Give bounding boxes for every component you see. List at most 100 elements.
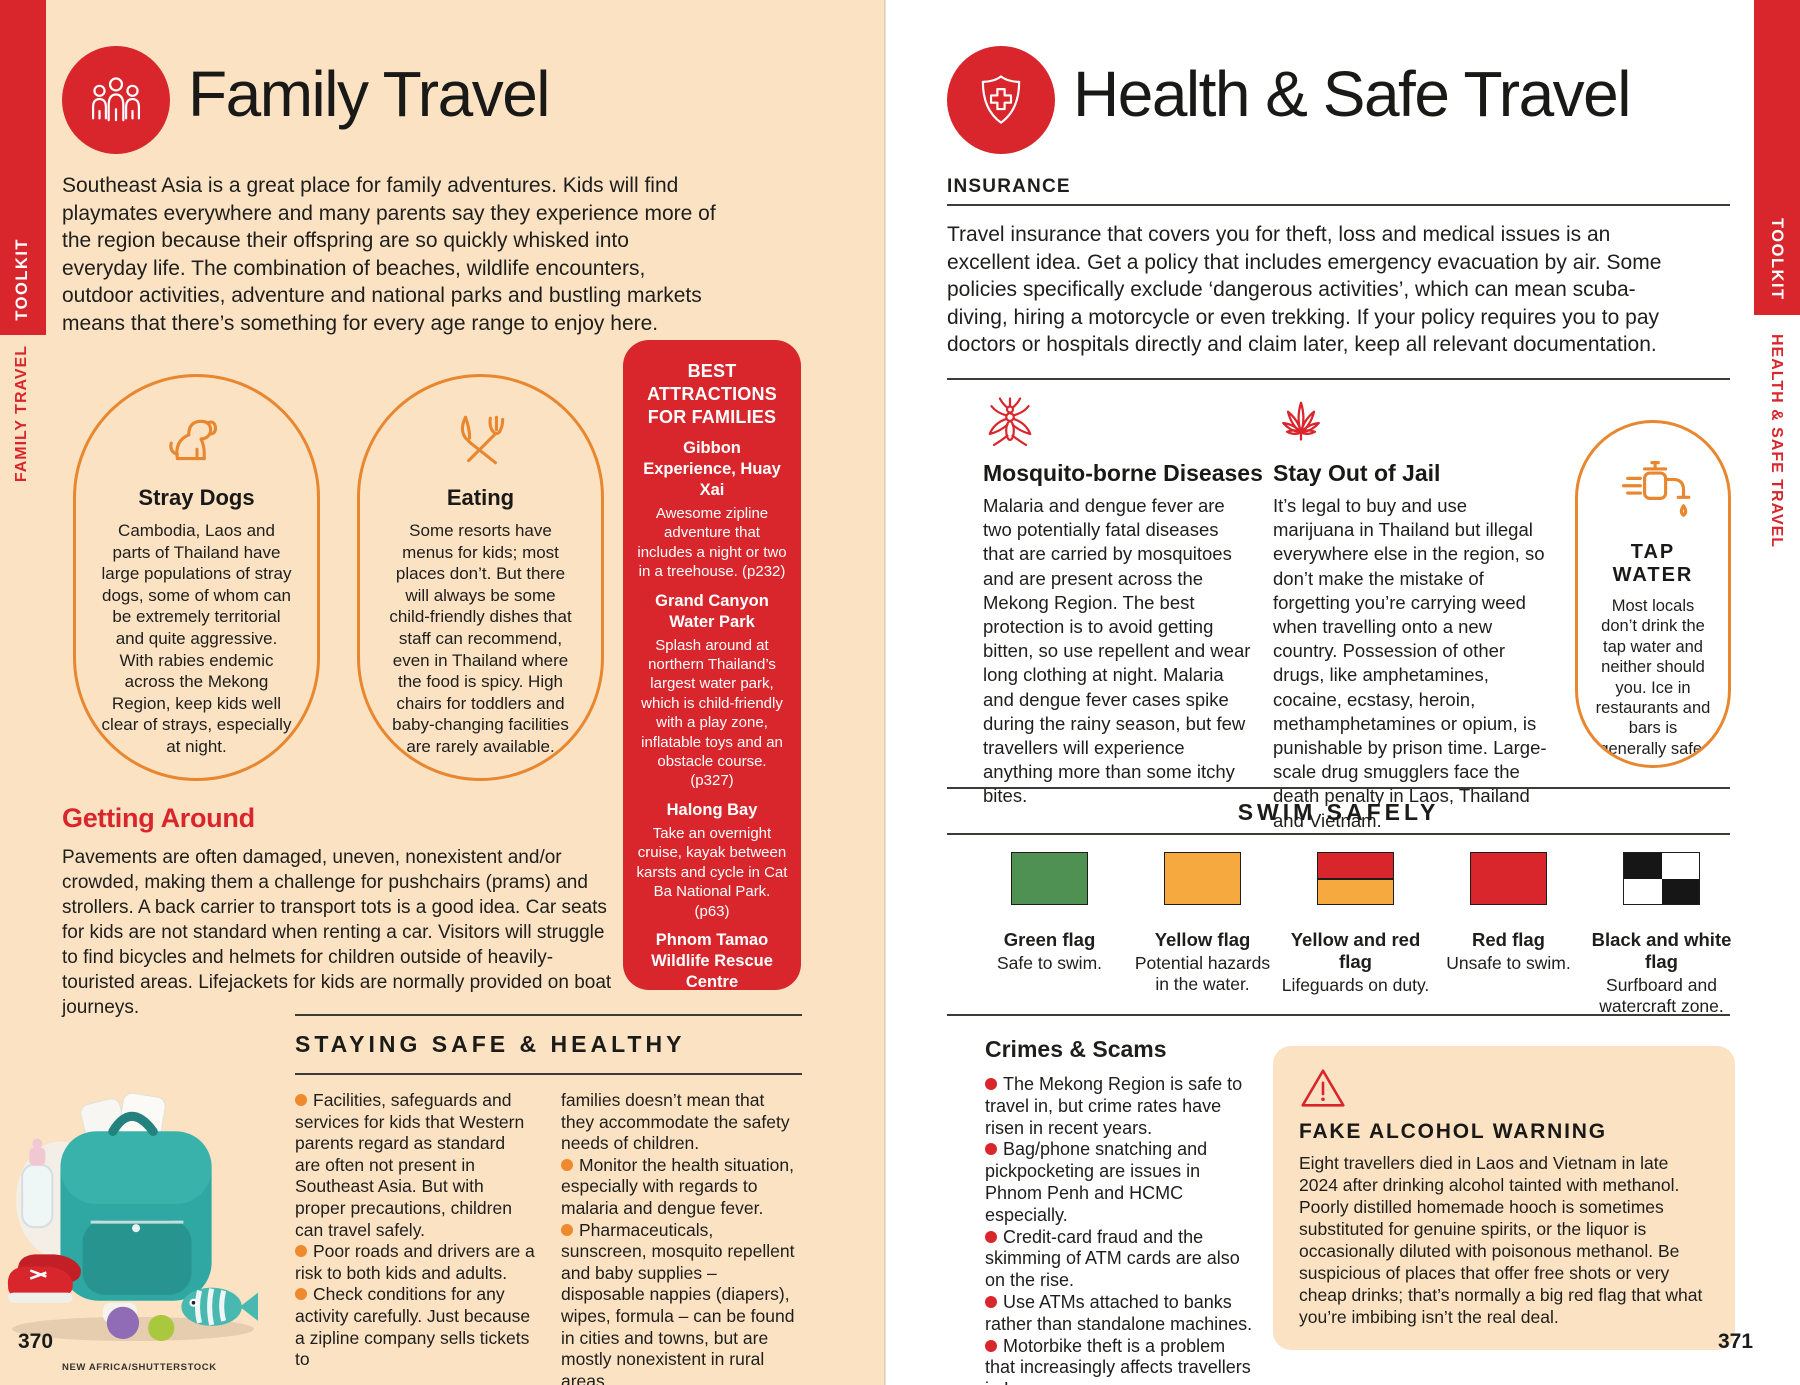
- card-body-eating: Some resorts have menus for kids; most p…: [389, 521, 572, 756]
- bullet-text: The Mekong Region is safe to travel in, …: [985, 1074, 1243, 1138]
- list-item: Poor roads and drivers are a risk to bot…: [295, 1241, 535, 1284]
- mosquito-body: Malaria and dengue fever are two potenti…: [983, 495, 1251, 807]
- page-health-safe-travel: TOOLKIT HEALTH & SAFE TRAVEL Health & Sa…: [885, 0, 1800, 1385]
- section-label-family-travel: FAMILY TRAVEL: [13, 345, 31, 487]
- list-item: The Mekong Region is safe to travel in, …: [985, 1074, 1257, 1139]
- dog-icon: [168, 419, 217, 461]
- card-eating: Eating Some resorts have menus for kids;…: [357, 374, 604, 781]
- card-body-stray-dogs: Cambodia, Laos and parts of Thailand hav…: [101, 521, 292, 756]
- utensils-icon: [460, 415, 504, 465]
- bullet-text: Motorbike theft is a problem that increa…: [985, 1335, 1251, 1385]
- flag-name: Black and white flag: [1591, 929, 1732, 972]
- divider: [947, 378, 1730, 380]
- list-item: Check conditions for any activity carefu…: [295, 1284, 535, 1370]
- tap-water-card: TAP WATER Most locals don’t drink the ta…: [1575, 420, 1731, 768]
- yellow-flag-swatch: [1164, 852, 1241, 905]
- attraction-desc: Awesome zipline adventure that includes …: [637, 505, 787, 581]
- bullet-icon: [985, 1078, 997, 1090]
- attraction-name: Halong Bay: [666, 800, 758, 819]
- flag-black-white: Black and white flag Surfboard and water…: [1585, 852, 1738, 1017]
- divider: [947, 1014, 1730, 1016]
- getting-around-title: Getting Around: [62, 803, 255, 833]
- tap-water-body: Most locals don’t drink the tap water an…: [1595, 597, 1711, 758]
- divider: [295, 1073, 802, 1075]
- bullet-text: Facilities, safeguards and services for …: [295, 1090, 525, 1240]
- cannabis-leaf-icon: [1282, 401, 1320, 441]
- fake-alcohol-body: Eight travellers died in Laos and Vietna…: [1299, 1153, 1703, 1327]
- list-item: Monitor the health situation, especially…: [561, 1155, 801, 1220]
- divider: [947, 204, 1730, 206]
- fake-alcohol-title: FAKE ALCOHOL WARNING: [1299, 1120, 1607, 1143]
- bullet-icon: [985, 1230, 997, 1243]
- jail-title: Stay Out of Jail: [1273, 460, 1441, 486]
- staying-safe-section: STAYING SAFE & HEALTHY Facilities, safeg…: [295, 1014, 802, 1385]
- bullet-icon: [295, 1245, 307, 1258]
- flag-desc: Unsafe to swim.: [1446, 953, 1571, 973]
- best-attractions-title: BEST ATTRACTIONS FOR FAMILIES: [647, 361, 777, 427]
- page-number-right: 371: [1718, 1330, 1754, 1353]
- list-item: Pharmaceuticals, sunscreen, mosquito rep…: [561, 1220, 801, 1385]
- page-family-travel: TOOLKIT FAMILY TRAVEL Family Trav: [0, 0, 885, 1385]
- jail-body: It’s legal to buy and use marijuana in T…: [1273, 495, 1547, 831]
- toolkit-tab-right: TOOLKIT: [1754, 0, 1800, 315]
- bullet-icon: [985, 1295, 997, 1308]
- attraction-name: Gibbon Experience, Huay Xai: [643, 439, 781, 499]
- page-title-family-travel: Family Travel: [188, 58, 551, 130]
- card-title-stray-dogs: Stray Dogs: [138, 485, 255, 510]
- bullet-text: Monitor the health situation, especially…: [561, 1154, 794, 1218]
- flag-red: Red flag Unsafe to swim.: [1432, 852, 1585, 1017]
- tap-water-title: TAP WATER: [1612, 541, 1694, 586]
- bullet-text: Bag/phone snatching and pickpocketing ar…: [985, 1139, 1208, 1225]
- flag-name: Green flag: [1003, 929, 1096, 950]
- list-item: Use ATMs attached to banks rather than s…: [985, 1292, 1257, 1336]
- green-flag-swatch: [1011, 852, 1088, 905]
- bullet-text: Pharmaceuticals, sunscreen, mosquito rep…: [561, 1219, 795, 1385]
- divider: [947, 833, 1730, 835]
- photo-credit: NEW AFRICA/SHUTTERSTOCK: [62, 1362, 217, 1373]
- attraction-desc: Splash around at northern Thailand’s lar…: [641, 636, 783, 790]
- best-attractions-box: BEST ATTRACTIONS FOR FAMILIES Gibbon Exp…: [623, 340, 801, 990]
- insurance-body: Travel insurance that covers you for the…: [947, 223, 1662, 356]
- flag-name: Red flag: [1472, 929, 1545, 950]
- shield-cross-icon: [981, 75, 1021, 124]
- flag-yellow: Yellow flag Potential hazards in the wat…: [1126, 852, 1279, 1017]
- list-item: Facilities, safeguards and services for …: [295, 1090, 535, 1241]
- staying-safe-col2: families doesn’t mean that they accommod…: [561, 1090, 801, 1385]
- card-stray-dogs: Stray Dogs Cambodia, Laos and parts of T…: [73, 374, 320, 781]
- crimes-list: The Mekong Region is safe to travel in, …: [985, 1074, 1257, 1385]
- bullet-icon: [985, 1143, 997, 1156]
- bullet-icon: [561, 1158, 573, 1171]
- list-item: Credit-card fraud and the skimming of AT…: [985, 1227, 1257, 1292]
- swim-safely-title: SWIM SAFELY: [1237, 799, 1440, 825]
- flag-desc: Surfboard and watercraft zone.: [1599, 975, 1724, 1016]
- red-flag-swatch: [1470, 852, 1547, 905]
- flag-yellow-red: Yellow and red flag Lifeguards on duty.: [1279, 852, 1432, 1017]
- warning-triangle-icon: [1301, 1069, 1345, 1107]
- divider: [947, 787, 1730, 789]
- family-badge: [62, 46, 170, 154]
- continued-text: families doesn’t mean that they accommod…: [561, 1090, 790, 1154]
- attraction-name: Phnom Tamao Wildlife Rescue Centre: [651, 930, 773, 990]
- mosquito-icon: [988, 397, 1032, 447]
- flag-desc: Lifeguards on duty.: [1281, 975, 1430, 995]
- flag-name: Yellow flag: [1154, 929, 1251, 950]
- bullet-icon: [561, 1223, 573, 1236]
- flag-name: Yellow and red flag: [1290, 929, 1421, 972]
- bullet-icon: [295, 1288, 307, 1301]
- swim-flag-row: Green flag Safe to swim. Yellow flag Pot…: [973, 852, 1738, 1017]
- family-intro: Southeast Asia is a great place for fami…: [62, 174, 716, 335]
- mosquito-title: Mosquito-borne Diseases: [983, 460, 1263, 486]
- insurance-label: INSURANCE: [947, 176, 1071, 197]
- tap-icon: [1621, 461, 1691, 517]
- page-number-left: 370: [18, 1330, 54, 1353]
- card-title-eating: Eating: [446, 485, 515, 510]
- black-white-flag-swatch: [1623, 852, 1700, 905]
- list-item: Motorbike theft is a problem that increa…: [985, 1336, 1257, 1385]
- section-label-health-safe-travel: HEALTH & SAFE TRAVEL: [1767, 334, 1785, 553]
- backpack-photo: [7, 1092, 258, 1342]
- page-title-health-safe-travel: Health & Safe Travel: [1073, 58, 1631, 130]
- section-label-health-text: HEALTH & SAFE TRAVEL: [1768, 334, 1785, 549]
- staying-safe-col1: Facilities, safeguards and services for …: [295, 1090, 535, 1385]
- yellow-red-flag-swatch: [1317, 852, 1394, 905]
